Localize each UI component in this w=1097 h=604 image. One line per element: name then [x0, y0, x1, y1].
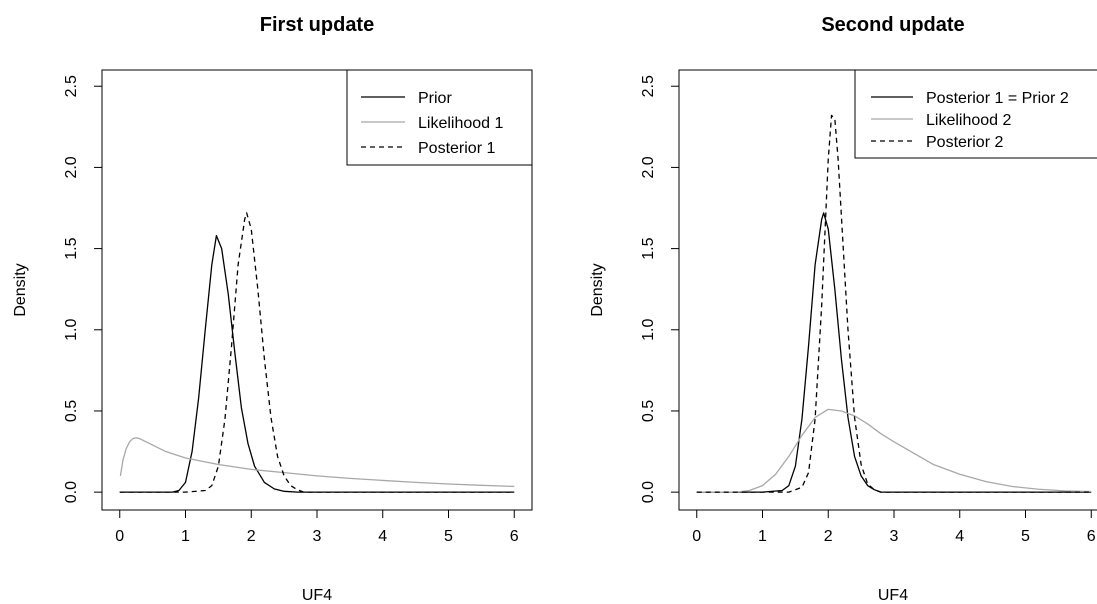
series-group: [696, 114, 1092, 493]
legend-label-posterior-2: Posterior 2: [926, 134, 1003, 151]
y-tick-label: 2.0: [63, 156, 80, 178]
x-tick-label: 5: [444, 528, 453, 545]
legend-box: [854, 69, 1097, 159]
x-tick-label: 4: [378, 528, 387, 545]
y-tick-label: 0.5: [63, 400, 80, 422]
x-tick-label: 3: [890, 528, 899, 545]
x-axis-label: UF4: [302, 587, 332, 604]
legend-label-likelihood-1: Likelihood 1: [418, 115, 504, 132]
y-axis-label: Density: [12, 263, 29, 316]
chart-panel-first-update: First update UF4 Density 0 1 2 3 4 5 6 0.0 0.5 1.…: [12, 14, 533, 604]
series-line-posterior-2: [696, 114, 1092, 493]
x-axis-label: UF4: [878, 587, 908, 604]
y-tick-label: 1.0: [63, 319, 80, 341]
x-tick-label: 1: [181, 528, 190, 545]
series-line-posterior-1-prior-2: [696, 212, 1092, 493]
y-axis-label: Density: [589, 263, 606, 316]
x-tick-label: 6: [510, 528, 519, 545]
legend: Prior Likelihood 1 Posterior 1: [346, 69, 533, 166]
x-tick-label: 0: [692, 528, 701, 545]
series-group: [119, 212, 515, 493]
legend-label-posterior-1: Posterior 1: [418, 140, 495, 157]
y-tick-label: 1.0: [640, 319, 657, 341]
axes: 0 1 2 3 4 5 6 0.0 0.5 1.0 1.5 2.0 2.5: [63, 75, 519, 545]
chart-panel-second-update: Second update UF4 Density 0 1 2 3 4 5 6 0.0 0.5 1…: [589, 14, 1097, 604]
x-tick-label: 2: [824, 528, 833, 545]
x-tick-label: 1: [758, 528, 767, 545]
x-tick-label: 0: [115, 528, 124, 545]
series-line-prior: [119, 234, 515, 493]
legend-box: [346, 69, 533, 166]
chart-title: Second update: [821, 14, 964, 36]
axes: 0 1 2 3 4 5 6 0.0 0.5 1.0 1.5 2.0 2.5: [640, 75, 1096, 545]
series-line-likelihood-2: [696, 408, 1092, 493]
y-tick-label: 0.0: [640, 481, 657, 503]
series-line-posterior-1: [119, 212, 515, 493]
x-tick-label: 2: [247, 528, 256, 545]
y-tick-label: 2.0: [640, 156, 657, 178]
series-line-likelihood-1: [119, 437, 515, 488]
chart-title: First update: [260, 14, 374, 36]
y-tick-label: 2.5: [63, 75, 80, 97]
legend-label-posterior-1-prior-2: Posterior 1 = Prior 2: [926, 90, 1069, 107]
x-tick-label: 6: [1087, 528, 1096, 545]
y-tick-label: 1.5: [640, 237, 657, 259]
y-tick-label: 0.0: [63, 481, 80, 503]
y-tick-label: 2.5: [640, 75, 657, 97]
legend: Posterior 1 = Prior 2 Likelihood 2 Poste…: [854, 69, 1097, 159]
x-tick-label: 5: [1021, 528, 1030, 545]
x-tick-label: 4: [955, 528, 964, 545]
y-tick-label: 0.5: [640, 400, 657, 422]
y-tick-label: 1.5: [63, 237, 80, 259]
x-tick-label: 3: [313, 528, 322, 545]
legend-label-likelihood-2: Likelihood 2: [926, 112, 1012, 129]
legend-label-prior: Prior: [418, 90, 452, 107]
